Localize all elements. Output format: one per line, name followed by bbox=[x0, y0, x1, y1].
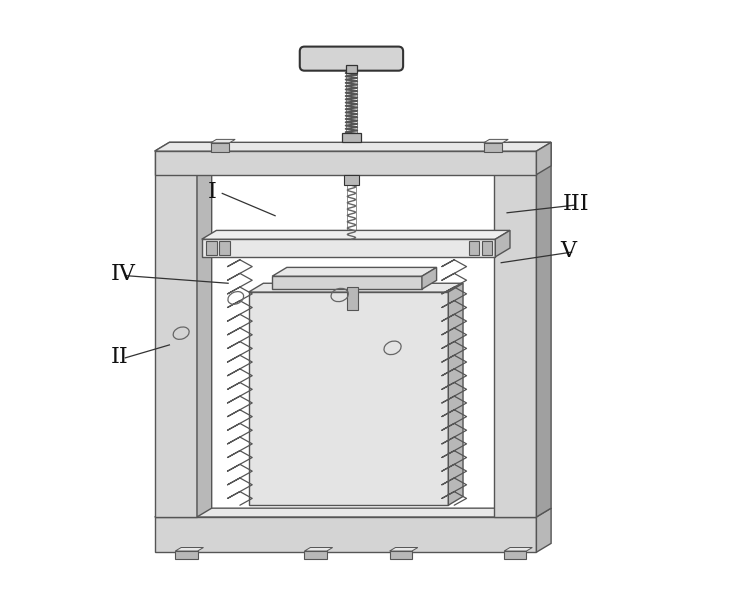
Text: V: V bbox=[560, 240, 576, 262]
Bar bbox=[344, 175, 359, 185]
Polygon shape bbox=[484, 139, 508, 143]
Bar bbox=[504, 551, 527, 559]
Polygon shape bbox=[272, 267, 437, 276]
Bar bbox=[272, 276, 422, 289]
Bar bbox=[484, 143, 502, 152]
Bar bbox=[345, 65, 357, 73]
Text: II: II bbox=[111, 346, 129, 368]
Bar bbox=[482, 241, 493, 255]
Polygon shape bbox=[449, 283, 463, 505]
Polygon shape bbox=[197, 142, 212, 517]
Text: III: III bbox=[563, 193, 589, 215]
Polygon shape bbox=[155, 142, 551, 151]
Bar bbox=[347, 287, 358, 310]
Bar bbox=[155, 151, 536, 175]
Polygon shape bbox=[390, 548, 418, 551]
Text: IV: IV bbox=[111, 263, 135, 286]
Bar bbox=[219, 241, 230, 255]
Polygon shape bbox=[155, 508, 551, 517]
Bar bbox=[176, 551, 198, 559]
Bar bbox=[155, 151, 197, 517]
FancyBboxPatch shape bbox=[300, 47, 403, 71]
Polygon shape bbox=[248, 283, 463, 292]
Bar bbox=[155, 517, 536, 552]
Polygon shape bbox=[496, 231, 510, 257]
Bar bbox=[202, 239, 496, 257]
Polygon shape bbox=[211, 139, 235, 143]
Bar bbox=[469, 241, 479, 255]
Polygon shape bbox=[494, 142, 551, 151]
Bar bbox=[248, 292, 449, 505]
Polygon shape bbox=[155, 142, 212, 151]
Bar bbox=[494, 151, 536, 517]
Polygon shape bbox=[422, 267, 437, 289]
Text: I: I bbox=[208, 181, 217, 203]
Polygon shape bbox=[536, 142, 551, 175]
Polygon shape bbox=[536, 142, 551, 517]
Bar bbox=[304, 551, 327, 559]
Polygon shape bbox=[536, 508, 551, 552]
Polygon shape bbox=[304, 548, 333, 551]
Polygon shape bbox=[504, 548, 532, 551]
Bar bbox=[206, 241, 217, 255]
Bar bbox=[211, 143, 229, 152]
Bar bbox=[342, 133, 361, 142]
Polygon shape bbox=[176, 548, 203, 551]
Bar bbox=[390, 551, 412, 559]
Polygon shape bbox=[202, 231, 510, 239]
